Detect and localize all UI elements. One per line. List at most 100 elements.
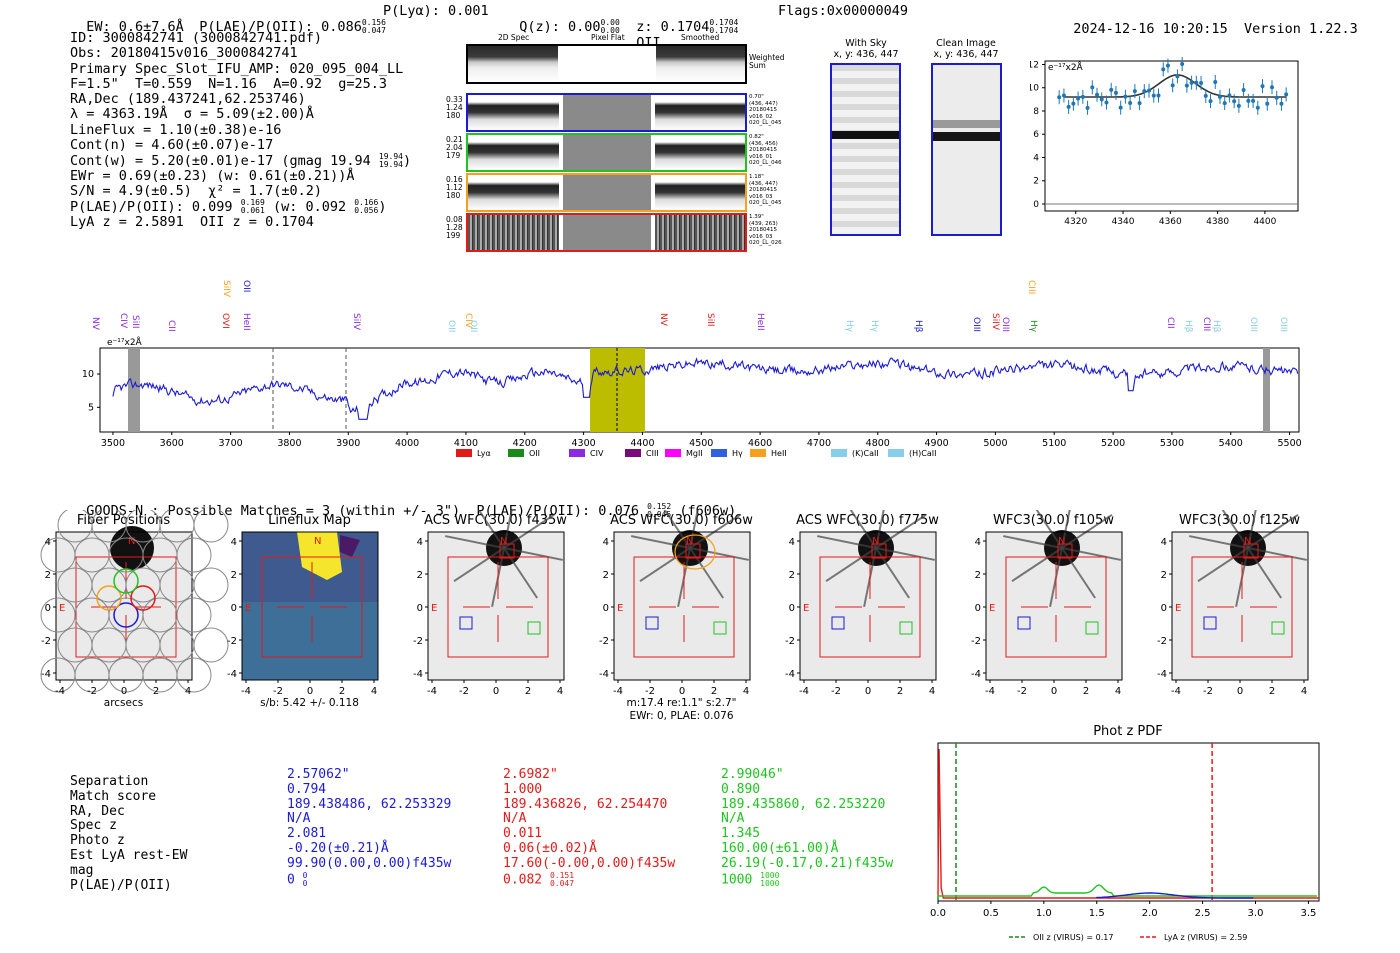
fit-data-point xyxy=(1142,89,1147,94)
thumbnail-image: N E -4 -2 0 2 4 4 2 0 -2 -4 xyxy=(785,510,937,697)
thumb-xtick-label: 0 xyxy=(493,686,499,697)
fit-data-point xyxy=(1199,80,1204,85)
fit-data-point xyxy=(1165,63,1170,68)
spectrum-ytick-label: 10 xyxy=(82,369,94,380)
thumb-ytick-label: 2 xyxy=(789,570,795,581)
emission-line-label: OVI xyxy=(220,313,230,329)
fit-data-point xyxy=(1071,101,1076,106)
photz-xtick-label: 3.5 xyxy=(1300,908,1316,919)
thumb-xtick-label: -4 xyxy=(1171,686,1181,697)
thumb-ytick-label: 2 xyxy=(975,570,981,581)
bright-star xyxy=(110,526,154,570)
thumbnail-image: N E -4 -2 0 2 4 4 2 0 -2 -4 xyxy=(1157,510,1309,697)
match-marker-green xyxy=(899,621,913,635)
match-row-label: Est LyA rest-EW xyxy=(70,847,188,863)
spec2d-row-3 xyxy=(466,173,747,212)
diffraction-spike xyxy=(1061,547,1096,599)
diffraction-spike xyxy=(503,510,513,549)
thumb-ytick-label: 4 xyxy=(417,537,423,548)
spectrum-xtick-label: 4500 xyxy=(689,438,713,449)
spectrum-xtick-label: 5200 xyxy=(1101,438,1125,449)
z-label: z: 0.1704 xyxy=(636,19,710,35)
thumb-xtick-label: -2 xyxy=(87,686,97,697)
spectrum-legend-label: Hγ xyxy=(732,449,743,458)
spectrum-xtick-label: 5300 xyxy=(1160,438,1184,449)
sky-title: With Sky xyxy=(845,38,887,49)
goods-label: GOODS-N : Possible Matches = 3 (within +… xyxy=(86,503,639,519)
emission-line-label: SiII xyxy=(130,315,140,329)
photz-xtick-label: 0.0 xyxy=(930,908,946,919)
diffraction-spike xyxy=(1221,510,1249,549)
info-contw: Cont(w) = 5.20(±0.01)e-17 (gmag 19.94 19… xyxy=(70,152,412,170)
thumb-ytick-label: 4 xyxy=(975,537,981,548)
fit-data-point xyxy=(1080,94,1085,99)
diffraction-spike xyxy=(630,535,691,549)
north-label: N xyxy=(1244,536,1251,547)
thumb-xtick-label: 4 xyxy=(557,686,563,697)
spec2d-flat-cell xyxy=(563,175,651,210)
fit-data-point xyxy=(1274,95,1279,100)
diffraction-spike xyxy=(503,514,555,549)
thumbnail-caption: s/b: 5.42 +/- 0.118 xyxy=(260,697,359,709)
emission-line-label: OIII xyxy=(1000,317,1010,333)
spec2d-row-right-label: 0.82" (436, 456) 20180415 v016_01 020_LL_046 xyxy=(749,134,782,167)
thumb-ytick-label: -4 xyxy=(1157,669,1167,680)
thumb-ytick-label: 4 xyxy=(231,537,237,548)
thumb-ytick-label: -2 xyxy=(599,636,609,647)
spec2d-2d-cell xyxy=(468,215,559,250)
thumb-ytick-label: -2 xyxy=(1157,636,1167,647)
north-label: N xyxy=(314,536,321,547)
emission-line-label: Hβ xyxy=(913,320,923,333)
spectrum-legend-swatch xyxy=(711,449,727,457)
thumb-ytick-label: -4 xyxy=(41,669,51,680)
fit-ytick-label: 12 xyxy=(1030,60,1039,70)
search-box xyxy=(75,556,177,658)
datetime: 2024-12-16 10:20:15 xyxy=(1073,21,1228,37)
thumb-xtick-label: -4 xyxy=(241,686,251,697)
emission-line-label: SiIV xyxy=(351,313,361,331)
diffraction-spike xyxy=(503,547,538,599)
fit-data-point xyxy=(1189,80,1194,85)
spectrum-xtick-label: 3600 xyxy=(160,438,184,449)
thumbnail-title: WFC3(30.0) f125w xyxy=(1179,513,1300,528)
spectrum-legend-swatch xyxy=(888,449,904,457)
fit-data-point xyxy=(1284,92,1289,97)
spectrum-xtick-label: 5400 xyxy=(1219,438,1243,449)
fit-data-point xyxy=(1076,96,1081,101)
match-marker-red xyxy=(499,543,515,559)
match-marker-green xyxy=(713,621,727,635)
thumb-ytick-label: -4 xyxy=(971,669,981,680)
fit-xtick-label: 4320 xyxy=(1064,217,1087,227)
thumbnail-title: WFC3(30.0) f105w xyxy=(993,513,1114,528)
fiber-circle xyxy=(193,627,229,663)
spectrum-xtick-label: 4000 xyxy=(395,438,419,449)
thumb-ytick-label: 0 xyxy=(231,603,237,614)
match-marker-green xyxy=(1085,621,1099,635)
fit-data-point xyxy=(1269,85,1274,90)
thumb-xtick-label: -4 xyxy=(427,686,437,697)
spectrum-legend-label: CIII xyxy=(646,449,659,458)
spectrum-exp-label: e⁻¹⁷x2Å xyxy=(107,336,143,348)
east-label: E xyxy=(803,603,809,614)
thumb-ytick-label: 4 xyxy=(1161,537,1167,548)
match-row-label: Match score xyxy=(70,788,157,804)
info-lambda: λ = 4363.19Å σ = 5.09(±2.00)Å xyxy=(70,106,314,123)
emission-line-label: OIII xyxy=(971,317,981,333)
search-box xyxy=(261,556,363,658)
matched-fiber xyxy=(113,568,139,594)
thumb-xtick-label: 2 xyxy=(711,686,717,697)
fit-data-point xyxy=(1213,79,1218,84)
thumb-ytick-label: -2 xyxy=(41,636,51,647)
fit-data-point xyxy=(1203,93,1208,98)
thumbnail-image: N E -4 -2 0 2 4 4 2 0 -2 -4 xyxy=(40,510,229,697)
thumbnail-panel: ACS WFC(30.0) f775w N E -4 -2 0 2 4 4 2 0 -2 -4 xyxy=(780,510,1000,725)
thumb-ytick-label: 2 xyxy=(45,570,51,581)
match-value: 99.90(0.00,0.00)f435w xyxy=(287,855,452,871)
spectrum-legend-swatch xyxy=(456,449,472,457)
fit-data-point xyxy=(1061,93,1066,98)
match-column-2: 2.6982" 1.000 189.436826, 62.254470 N/A 0.01… xyxy=(503,767,675,887)
thumb-xtick-label: -2 xyxy=(459,686,469,697)
east-label: E xyxy=(989,603,995,614)
thumb-xtick-label: -2 xyxy=(1017,686,1027,697)
fit-data-point xyxy=(1246,98,1251,103)
